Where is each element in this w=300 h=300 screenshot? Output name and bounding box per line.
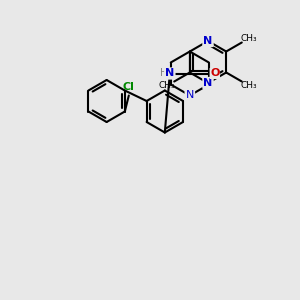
Text: CH₃: CH₃ (159, 81, 175, 90)
Text: Cl: Cl (123, 82, 135, 92)
Text: N: N (165, 68, 174, 79)
Text: N: N (186, 91, 194, 100)
Text: O: O (210, 68, 220, 79)
Text: CH₃: CH₃ (240, 81, 257, 90)
Text: N: N (203, 78, 213, 88)
Text: H: H (160, 68, 167, 79)
Text: N: N (203, 36, 213, 46)
Text: CH₃: CH₃ (240, 34, 257, 43)
